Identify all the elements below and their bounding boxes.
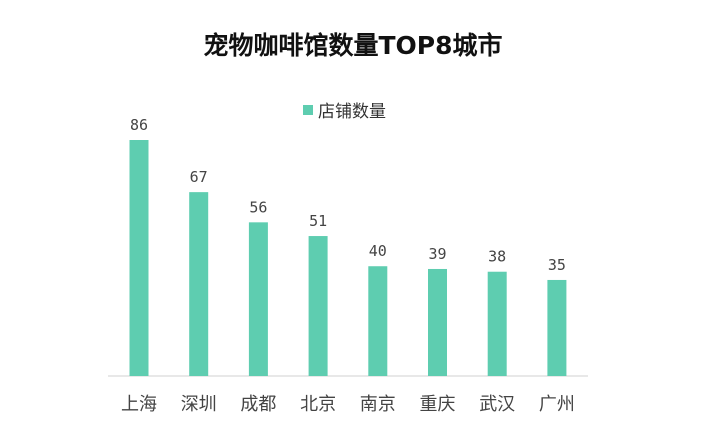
data-label: 51: [309, 212, 327, 230]
data-label: 67: [190, 168, 208, 186]
legend: 店铺数量: [303, 97, 386, 122]
x-tick-label: 南京: [360, 394, 396, 415]
bar: [547, 279, 567, 376]
x-tick-label: 重庆: [420, 394, 456, 415]
bar: [487, 271, 507, 376]
data-label: 40: [369, 242, 387, 260]
x-tick-label: 上海: [121, 394, 157, 415]
x-tick-label: 深圳: [181, 394, 217, 415]
data-label: 86: [130, 116, 148, 134]
x-tick-label: 武汉: [479, 394, 515, 415]
bar: [308, 236, 328, 376]
bar: [189, 192, 209, 376]
x-tick-label: 北京: [300, 394, 336, 415]
legend-label: 店铺数量: [318, 102, 386, 122]
bar: [428, 268, 447, 376]
chart-title: 宠物咖啡馆数量TOP8城市: [203, 31, 503, 60]
bar: [129, 140, 149, 376]
data-label: 56: [249, 198, 267, 216]
x-tick-label: 广州: [539, 394, 575, 415]
x-tick-label: 成都: [240, 394, 276, 415]
data-label: 39: [428, 245, 446, 263]
bar: [248, 222, 268, 376]
data-label: 38: [488, 248, 506, 266]
legend-swatch: [303, 104, 313, 115]
data-label: 35: [548, 256, 566, 274]
bar: [368, 266, 388, 376]
